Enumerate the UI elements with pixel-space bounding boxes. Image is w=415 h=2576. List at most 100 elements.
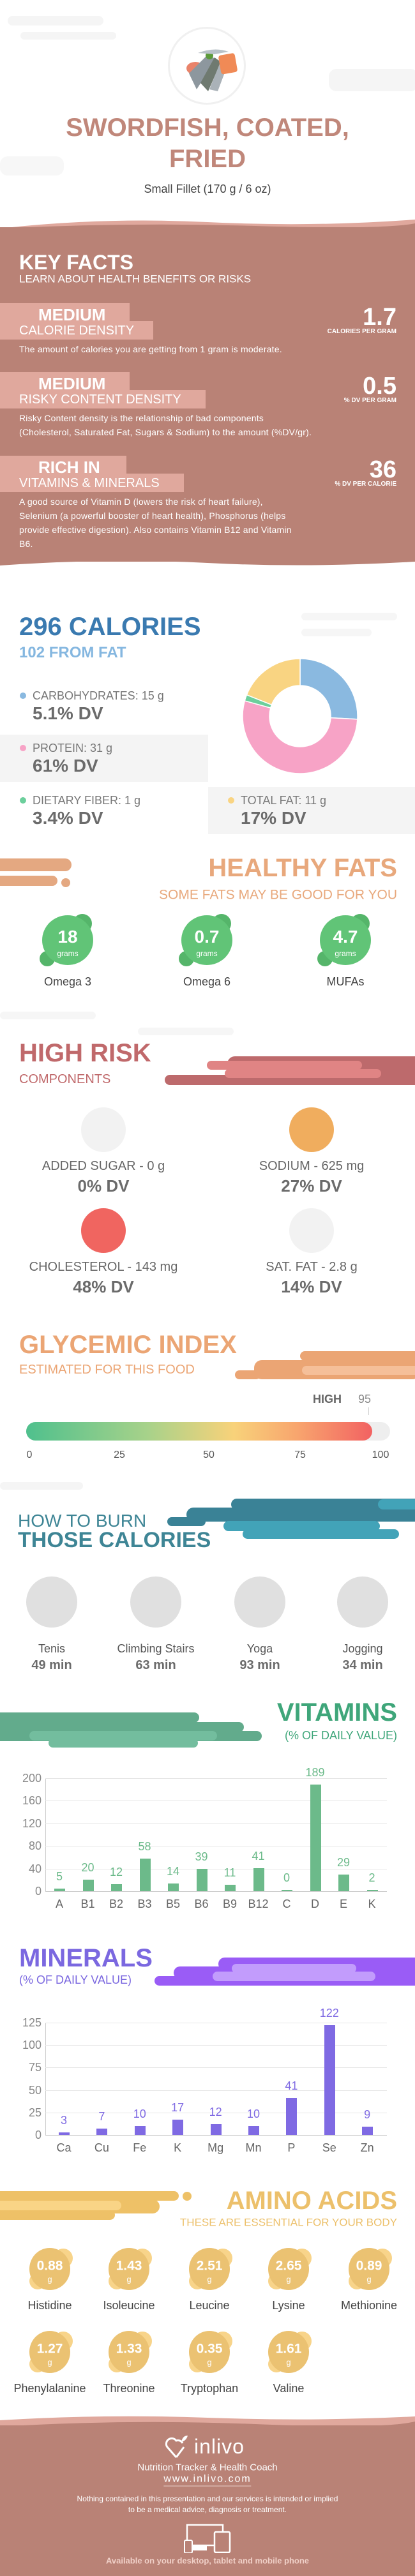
data-label: 14: [166, 1864, 180, 1878]
amino-name: Methionine: [340, 2299, 398, 2312]
activity-time: 49 min: [31, 1658, 72, 1672]
amino-title: AMINO ACIDS: [226, 2187, 397, 2215]
macro-dv: 5.1% DV: [33, 703, 103, 723]
smile-face-icon: [298, 1116, 326, 1144]
big-smile-face-icon: [298, 1217, 326, 1245]
gridline: [45, 1823, 387, 1824]
data-label: 2: [368, 1871, 375, 1884]
glycemic-subtitle: ESTIMATED FOR THIS FOOD: [19, 1363, 195, 1377]
x-tick-label: K: [174, 2141, 182, 2154]
risk-label: SAT. FAT - 2.8 g: [266, 1260, 358, 1274]
fat-unit: grams: [196, 949, 218, 958]
bar: [282, 1890, 292, 1891]
bar: [96, 2129, 108, 2135]
risk-dv: 48% DV: [73, 1277, 134, 1296]
inlivo-heart-logo-icon: [165, 2436, 188, 2458]
amino-name: Lysine: [272, 2299, 305, 2312]
serving-size: Small Fillet (170 g / 6 oz): [144, 183, 271, 195]
data-label: 10: [133, 2107, 146, 2120]
fact-label-bg: [0, 474, 184, 492]
fact-level: MEDIUM: [38, 305, 106, 324]
glycemic-scale-track: [26, 1422, 390, 1441]
x-tick-label: B12: [248, 1898, 269, 1910]
x-tick-label: B5: [165, 1898, 181, 1910]
donut-slice: [243, 700, 358, 774]
bar: [82, 1880, 94, 1891]
leaf-icon: [19, 461, 33, 475]
fat-value: 4.7: [333, 927, 358, 947]
disclaimer-line: to be a medical advice, diagnosis or tre…: [128, 2505, 287, 2514]
gridline: [45, 2090, 387, 2091]
data-label: 11: [223, 1866, 236, 1880]
data-label: 39: [195, 1850, 208, 1864]
website-link[interactable]: www.inlivo.com: [163, 2474, 252, 2487]
x-tick-label: Zn: [360, 2141, 374, 2154]
x-tick-label: K: [368, 1898, 376, 1910]
risk-label: SODIUM - 625 mg: [259, 1159, 365, 1173]
decoration: [213, 1972, 375, 1981]
glycemic-marker: [368, 1407, 369, 1415]
fat-highlight: [208, 787, 415, 834]
bar: [286, 2098, 298, 2135]
y-tick-label: 200: [22, 1772, 42, 1785]
bar: [168, 1883, 179, 1891]
activity-name: Climbing Stairs: [117, 1642, 195, 1655]
decoration: [378, 1499, 415, 1509]
risk-dv: 14% DV: [281, 1277, 342, 1296]
amino-value: 1.61: [275, 2341, 302, 2356]
activity-time: 93 min: [239, 1658, 280, 1672]
y-axis: [45, 1778, 46, 1891]
glycemic-title: GLYCEMIC INDEX: [19, 1331, 237, 1359]
jogger-icon: [337, 1567, 388, 1631]
fact-label: CALORIE DENSITY: [19, 324, 135, 338]
fat-value: 18: [57, 927, 78, 947]
decoration: [20, 32, 116, 40]
macro-dv: 17% DV: [241, 808, 306, 828]
amino-badge: [29, 2331, 70, 2373]
fact-label: VITAMINS & MINERALS: [19, 476, 160, 490]
x-tick-label: B9: [222, 1898, 238, 1910]
glycemic-tick: 75: [294, 1449, 306, 1460]
x-tick-label: B3: [137, 1898, 152, 1910]
data-label: 41: [285, 2079, 298, 2093]
y-tick-label: 100: [22, 2039, 42, 2052]
glycemic-tick: 25: [114, 1449, 125, 1460]
fact-description: Selenium (a powerful booster of heart he…: [19, 511, 286, 521]
decoration: [225, 1069, 381, 1078]
activity-time: 34 min: [342, 1658, 383, 1672]
donut-slice: [299, 659, 358, 720]
activity-backdrop: [26, 1576, 77, 1628]
fat-badge: [181, 915, 232, 965]
decoration: [61, 878, 70, 887]
amino-name: Valine: [273, 2382, 305, 2395]
availability-note: Available on your desktop, tablet and mo…: [105, 2556, 310, 2566]
amino-unit: g: [126, 2357, 132, 2367]
fact-label-bg: [0, 372, 130, 391]
decoration: [329, 69, 415, 91]
x-tick-label: C: [282, 1898, 291, 1910]
bar: [225, 1885, 236, 1891]
wave-divider: [0, 220, 415, 228]
tennis-player-icon: [26, 1567, 77, 1631]
amino-name: Tryptophan: [180, 2382, 239, 2395]
wave-divider: [0, 2416, 415, 2427]
bar: [362, 2127, 374, 2135]
decoration: [0, 858, 72, 871]
food-title-line2: FRIED: [169, 145, 246, 173]
decoration: [49, 1739, 198, 1748]
y-tick-label: 120: [22, 1816, 42, 1830]
risk-indicator-ring: [81, 1208, 126, 1253]
minerals-title: MINERALS: [19, 1944, 153, 1972]
amino-value: 0.35: [196, 2341, 223, 2356]
decoration: [301, 629, 372, 636]
fact-value: 1.7: [363, 304, 396, 331]
gridline: [45, 2067, 387, 2069]
bar: [196, 1869, 207, 1891]
food-image: [168, 27, 246, 105]
decoration: [29, 1731, 217, 1741]
data-label: 0: [283, 1871, 290, 1884]
yoga-pose-icon: [234, 1567, 285, 1631]
healthy-fats-subtitle: SOME FATS MAY BE GOOD FOR YOU: [158, 887, 397, 902]
amino-name: Phenylalanine: [13, 2382, 86, 2395]
